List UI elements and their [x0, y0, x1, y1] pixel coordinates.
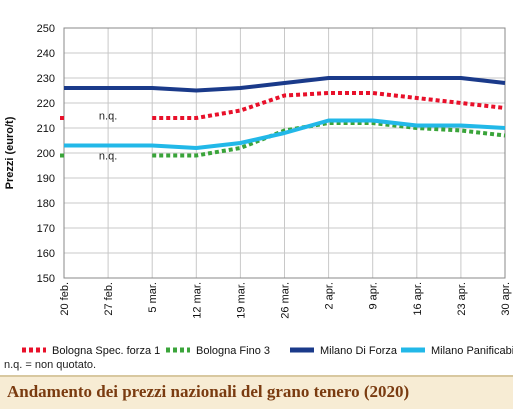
- legend-label: Milano Di Forza: [320, 345, 398, 357]
- y-tick-label: 220: [37, 98, 55, 110]
- y-tick-label: 200: [37, 148, 55, 160]
- x-tick-label: 16 apr.: [412, 282, 424, 316]
- legend-label: Milano Panificabile: [431, 345, 513, 357]
- y-tick-label: 190: [37, 173, 55, 185]
- series-line: [64, 118, 506, 150]
- series-line: [64, 76, 506, 93]
- legend: Bologna Spec. forza 1 Bologna Fino 3 Milan…: [22, 345, 513, 357]
- y-tick-label: 150: [37, 273, 55, 285]
- annotation-label: n.q.: [99, 111, 117, 123]
- annotation-label: n.q.: [99, 151, 117, 163]
- x-axis-tick-labels: 20 feb. 27 feb. 5 mar. 12 mar. 19 mar. 26 mar…: [59, 282, 512, 319]
- chart-title-bar: Andamento dei prezzi nazionali del grano…: [0, 375, 513, 409]
- x-tick-label: 5 mar.: [147, 282, 159, 313]
- annotations: n.q. n.q.: [99, 111, 117, 163]
- plot-border: [63, 27, 506, 279]
- y-tick-label: 250: [37, 23, 55, 35]
- x-tick-label: 26 mar.: [280, 282, 292, 319]
- y-tick-label: 240: [37, 48, 55, 60]
- y-axis-tick-labels: 150 160 170 180 190 200 210 220 230 240 250: [37, 23, 55, 285]
- y-axis-label: Prezzi (euro/t): [4, 116, 16, 189]
- x-tick-label: 12 mar.: [191, 282, 203, 319]
- x-tick-label: 27 feb.: [103, 282, 115, 316]
- y-tick-label: 170: [37, 223, 55, 235]
- y-tick-label: 230: [37, 73, 55, 85]
- y-tick-label: 210: [37, 123, 55, 135]
- x-tick-label: 20 feb.: [59, 282, 71, 316]
- x-tick-label: 23 apr.: [456, 282, 468, 316]
- series-line: [152, 121, 506, 158]
- series-line: [152, 91, 506, 120]
- series-lines: [60, 76, 506, 158]
- legend-label: Bologna Spec. forza 1: [52, 345, 160, 357]
- line-chart: 150 160 170 180 190 200 210 220 230 240 250 20 feb…: [0, 0, 513, 375]
- legend-label: Bologna Fino 3: [196, 345, 270, 357]
- y-tick-label: 160: [37, 248, 55, 260]
- x-tick-label: 9 apr.: [368, 282, 380, 310]
- chart-background: [0, 0, 513, 375]
- chart-title: Andamento dei prezzi nazionali del grano…: [7, 382, 410, 401]
- x-tick-label: 2 apr.: [324, 282, 336, 310]
- y-tick-label: 180: [37, 198, 55, 210]
- x-tick-label: 30 apr.: [500, 282, 512, 316]
- gridlines: [63, 27, 506, 279]
- x-tick-label: 19 mar.: [235, 282, 247, 319]
- footnote: n.q. = non quotato.: [4, 359, 97, 371]
